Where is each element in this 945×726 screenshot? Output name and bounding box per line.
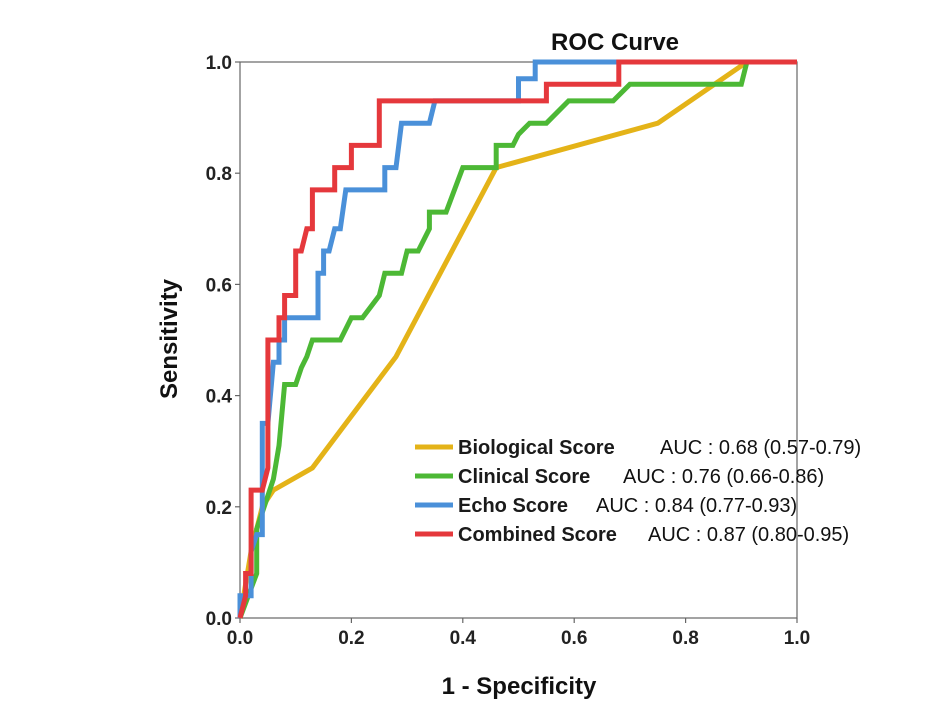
x-tick-label: 0.4: [450, 628, 477, 649]
x-axis-title: 1 - Specificity: [442, 673, 597, 700]
combined-score-line: [237, 59, 797, 619]
legend-auc-value: AUC : 0.87 (0.80-0.95): [648, 524, 849, 546]
legend-label: Biological Score: [458, 437, 615, 459]
x-tick-label: 0.0: [227, 628, 253, 649]
y-tick-label: 0.6: [206, 275, 232, 296]
y-tick-label: 0.4: [206, 387, 233, 408]
x-tick-label: 1.0: [784, 628, 810, 649]
plot-area: [239, 61, 798, 619]
series-lines: [237, 59, 797, 619]
axis-ticks: 0.0 0.2 0.4 0.6 0.8 1.0 0.0 0.2 0.4 0.6 0.8 1.0: [206, 53, 811, 649]
chart-title: ROC Curve: [551, 29, 679, 56]
legend-auc-value: AUC : 0.76 (0.66-0.86): [623, 466, 824, 488]
legend-item-combined-score: Combined Score AUC : 0.87 (0.80-0.95): [415, 524, 849, 546]
y-tick-label: 0.0: [206, 609, 232, 630]
x-tick-label: 0.6: [561, 628, 587, 649]
echo-score-line: [237, 59, 797, 618]
y-tick-label: 1.0: [206, 53, 232, 74]
legend-auc-value: AUC : 0.84 (0.77-0.93): [596, 495, 797, 517]
legend: Biological Score AUC : 0.68 (0.57-0.79) Cl…: [415, 437, 861, 546]
legend-item-echo-score: Echo Score AUC : 0.84 (0.77-0.93): [415, 495, 797, 517]
x-tick-label: 0.2: [338, 628, 364, 649]
legend-label: Clinical Score: [458, 466, 590, 488]
clinical-score-line: [237, 59, 797, 619]
y-axis-title: Sensitivity: [156, 278, 183, 399]
y-tick-label: 0.8: [206, 164, 232, 185]
legend-item-clinical-score: Clinical Score AUC : 0.76 (0.66-0.86): [415, 466, 824, 488]
legend-label: Echo Score: [458, 495, 568, 517]
legend-item-biological-score: Biological Score AUC : 0.68 (0.57-0.79): [415, 437, 861, 459]
legend-auc-value: AUC : 0.68 (0.57-0.79): [660, 437, 861, 459]
y-tick-label: 0.2: [206, 498, 232, 519]
x-tick-label: 0.8: [672, 628, 698, 649]
legend-label: Combined Score: [458, 524, 617, 546]
